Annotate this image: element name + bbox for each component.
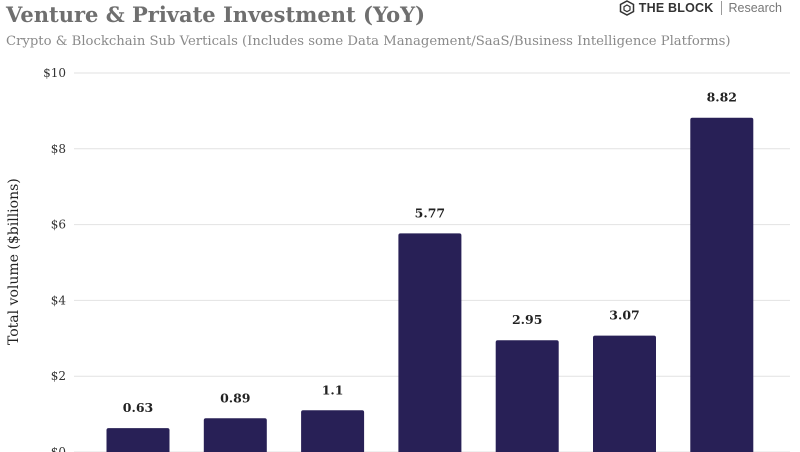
y-tick-label: $0	[51, 445, 66, 452]
bar	[495, 340, 559, 452]
bar	[203, 418, 267, 452]
bar	[301, 410, 365, 452]
brand-subtitle: Research	[728, 1, 783, 15]
y-axis-ticks: $0 $2 $4 $6 $8 $10	[43, 66, 66, 452]
bar-value-label: 5.77	[415, 205, 445, 220]
bar	[690, 117, 754, 452]
brand-divider	[720, 1, 722, 15]
bar-value-label: 8.82	[707, 90, 737, 105]
bars	[106, 117, 754, 452]
bar-value-label: 2.95	[512, 312, 542, 327]
chart-title: Venture & Private Investment (YoY)	[6, 2, 426, 27]
chart-subtitle: Crypto & Blockchain Sub Verticals (Inclu…	[6, 34, 731, 49]
y-tick-label: $8	[51, 142, 66, 156]
brand-name: THE BLOCK	[638, 1, 714, 15]
bar	[398, 233, 462, 452]
bar-value-label: 3.07	[609, 308, 639, 323]
bar-value-label: 0.63	[123, 400, 153, 415]
data-labels: 0.63 0.89 1.1 5.77 2.95 3.07 8.82	[123, 90, 737, 415]
bar-value-label: 0.89	[220, 390, 250, 405]
bar	[106, 428, 170, 452]
y-tick-label: $4	[51, 293, 67, 307]
bar-value-label: 1.1	[322, 382, 344, 397]
y-tick-label: $2	[51, 369, 66, 383]
y-tick-label: $10	[43, 66, 66, 80]
brand-logo: THE BLOCK Research	[619, 0, 782, 16]
bar	[593, 335, 656, 452]
cube-logo-icon	[619, 0, 635, 16]
y-tick-label: $6	[51, 218, 66, 232]
